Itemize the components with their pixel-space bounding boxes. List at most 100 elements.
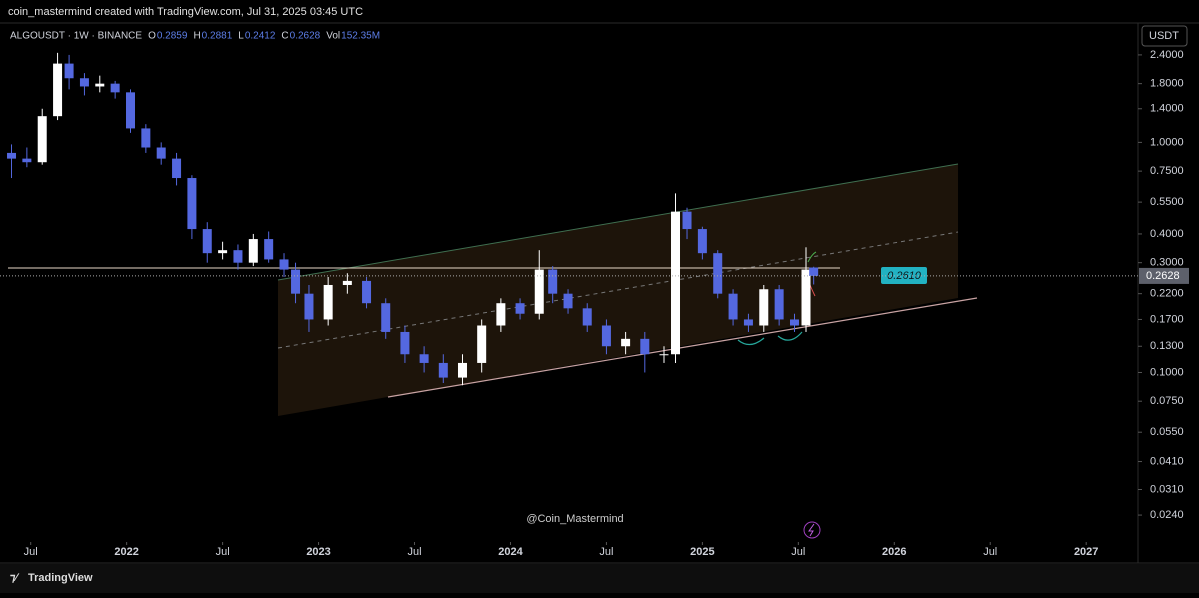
candle-body bbox=[381, 303, 391, 332]
x-tick-label: Jul bbox=[24, 546, 38, 558]
x-tick-label: 2027 bbox=[1074, 546, 1098, 558]
legend-item: C bbox=[281, 31, 288, 42]
legend-item: 0.2859 bbox=[157, 31, 188, 42]
y-tick-label: 0.1700 bbox=[1150, 313, 1184, 325]
candle-body bbox=[563, 293, 573, 309]
icon bbox=[808, 523, 815, 537]
x-tick-label: 2025 bbox=[690, 546, 714, 558]
legend-item: ALGOUSDT · 1W · BINANCE bbox=[10, 31, 142, 42]
candle-body bbox=[477, 325, 487, 363]
candle-body bbox=[64, 63, 74, 79]
candle-body bbox=[202, 229, 212, 254]
candle-body bbox=[125, 92, 135, 129]
candle-body bbox=[548, 269, 558, 294]
candle-body bbox=[759, 289, 769, 326]
candle-body bbox=[789, 319, 799, 326]
last-price-box bbox=[1139, 267, 1189, 284]
icon[interactable] bbox=[803, 521, 821, 539]
candle-body bbox=[141, 128, 151, 148]
candle-body bbox=[419, 354, 429, 363]
candle-body bbox=[496, 303, 506, 326]
candle-body bbox=[342, 280, 352, 285]
candle-body bbox=[621, 338, 631, 347]
candle-body bbox=[110, 83, 120, 93]
candle-body bbox=[515, 303, 525, 314]
x-tick-label: Jul bbox=[791, 546, 805, 558]
legend-item: O bbox=[148, 31, 156, 42]
footer-logo: ⁊∕ bbox=[10, 572, 19, 584]
candle-body bbox=[233, 250, 243, 263]
watermark: @Coin_Mastermind bbox=[526, 513, 623, 525]
y-tick-label: 2.4000 bbox=[1150, 49, 1184, 61]
legend: ALGOUSDT · 1W · BINANCE O 0.2859 H 0.2881 L 0.… bbox=[10, 31, 380, 42]
x-tick-label: Jul bbox=[216, 546, 230, 558]
candle-body bbox=[457, 362, 467, 378]
legend-item: H bbox=[193, 31, 200, 42]
candle-body bbox=[774, 289, 784, 320]
drawing-label: 0.2610 bbox=[887, 270, 922, 282]
legend-item: L bbox=[238, 31, 244, 42]
y-tick-label: 0.5500 bbox=[1150, 196, 1184, 208]
y-tick-label: 0.0310 bbox=[1150, 483, 1184, 495]
candle-body bbox=[53, 63, 63, 117]
x-tick-label: 2026 bbox=[882, 546, 906, 558]
candle-body bbox=[187, 178, 197, 230]
candle-body bbox=[248, 239, 258, 263]
candle-body bbox=[362, 280, 372, 304]
candle-body bbox=[582, 308, 592, 326]
candle-body bbox=[640, 338, 650, 355]
candle-body bbox=[7, 152, 17, 159]
channel-upper bbox=[277, 163, 959, 281]
y-tick-label: 0.0240 bbox=[1150, 509, 1184, 521]
candle-body bbox=[37, 116, 47, 163]
y-tick-label: 0.2200 bbox=[1150, 288, 1184, 300]
candle-body bbox=[671, 211, 681, 355]
y-tick-label: 1.0000 bbox=[1150, 136, 1184, 148]
candle-body bbox=[534, 269, 544, 314]
footer: TradingView bbox=[28, 572, 93, 584]
candle-body bbox=[172, 158, 182, 179]
x-tick-label: 2022 bbox=[114, 546, 138, 558]
x-tick-label: 2024 bbox=[498, 546, 523, 558]
x-tick-label: Jul bbox=[599, 546, 613, 558]
y-tick-label: 0.1000 bbox=[1150, 366, 1184, 378]
y-tick-label: 1.4000 bbox=[1150, 103, 1184, 115]
candle-body bbox=[809, 267, 819, 276]
candle-body bbox=[400, 331, 410, 355]
candle-body bbox=[79, 78, 89, 87]
legend-item: 0.2412 bbox=[245, 31, 276, 42]
arc bbox=[737, 337, 765, 346]
y-tick-label: 0.0550 bbox=[1150, 426, 1184, 438]
candle-body bbox=[323, 284, 333, 320]
footer-bar bbox=[0, 564, 1199, 593]
x-tick-label: Jul bbox=[407, 546, 421, 558]
currency-box[interactable] bbox=[1141, 25, 1188, 47]
candle-body bbox=[156, 147, 166, 159]
channel-lower bbox=[387, 297, 978, 398]
candle-body bbox=[22, 158, 32, 163]
legend-item: 152.35M bbox=[341, 31, 380, 42]
candle-body bbox=[291, 269, 301, 294]
candle-body bbox=[279, 259, 289, 270]
currency: USDT bbox=[1149, 30, 1179, 42]
y-tick-label: 0.3000 bbox=[1150, 257, 1184, 269]
x-tick-label: 2023 bbox=[306, 546, 330, 558]
legend-item: 0.2881 bbox=[202, 31, 233, 42]
y-tick-label: 0.1300 bbox=[1150, 340, 1184, 352]
last-price-label: 0.2628 bbox=[1146, 270, 1180, 282]
candle-body bbox=[264, 239, 274, 260]
candle-body bbox=[218, 250, 228, 254]
y-tick-label: 1.8000 bbox=[1150, 78, 1184, 90]
y-tick-label: 0.0750 bbox=[1150, 395, 1184, 407]
candle-body bbox=[743, 319, 753, 326]
credit: coin_mastermind created with TradingView… bbox=[8, 6, 363, 18]
candle-body bbox=[304, 293, 314, 320]
candle-body bbox=[601, 325, 611, 347]
arrow bbox=[807, 251, 817, 263]
candle-body bbox=[697, 229, 707, 254]
candle-body bbox=[682, 211, 692, 230]
candle-body bbox=[95, 83, 105, 87]
x-tick-label: Jul bbox=[983, 546, 997, 558]
legend-item: 0.2628 bbox=[290, 31, 321, 42]
